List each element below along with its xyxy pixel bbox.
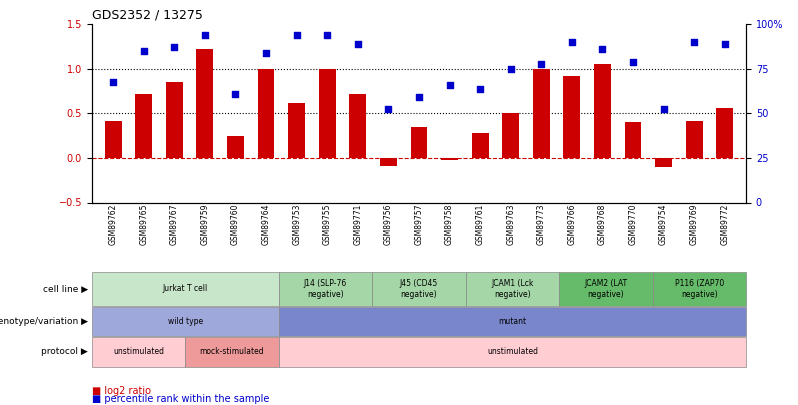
Bar — [92, 307, 279, 336]
Text: unstimulated: unstimulated — [487, 347, 538, 356]
Bar — [559, 272, 653, 306]
Text: J45 (CD45
negative): J45 (CD45 negative) — [400, 279, 438, 298]
Text: wild type: wild type — [168, 317, 203, 326]
Bar — [655, 158, 672, 167]
Point — [474, 86, 487, 93]
Bar — [563, 76, 580, 158]
Bar — [185, 337, 279, 367]
Bar — [533, 69, 550, 158]
Point — [626, 58, 639, 65]
Bar — [136, 94, 152, 158]
Text: JCAM1 (Lck
negative): JCAM1 (Lck negative) — [492, 279, 534, 298]
Text: JCAM2 (LAT
negative): JCAM2 (LAT negative) — [584, 279, 627, 298]
Bar — [279, 337, 746, 367]
Point — [290, 32, 303, 38]
Bar — [92, 272, 279, 306]
Bar — [166, 82, 183, 158]
Bar — [441, 158, 458, 160]
Point — [658, 106, 670, 112]
Bar — [472, 133, 488, 158]
Point — [566, 39, 579, 45]
Bar — [653, 272, 746, 306]
Point — [321, 32, 334, 38]
Point — [688, 39, 701, 45]
Point — [259, 49, 272, 56]
Bar — [105, 121, 121, 158]
Bar — [227, 136, 244, 158]
Bar — [594, 64, 610, 158]
Text: cell line ▶: cell line ▶ — [42, 284, 88, 294]
Point — [229, 91, 242, 97]
Bar — [258, 69, 275, 158]
Text: P116 (ZAP70
negative): P116 (ZAP70 negative) — [675, 279, 724, 298]
Text: mock-stimulated: mock-stimulated — [200, 347, 264, 356]
Bar — [502, 113, 519, 158]
Point — [413, 94, 425, 100]
Bar — [685, 121, 702, 158]
Point — [351, 40, 364, 47]
Point — [504, 66, 517, 72]
Point — [199, 32, 211, 38]
Bar — [350, 94, 366, 158]
Bar — [466, 272, 559, 306]
Bar — [717, 108, 733, 158]
Bar — [625, 122, 642, 158]
Bar — [279, 307, 746, 336]
Text: J14 (SLP-76
negative): J14 (SLP-76 negative) — [304, 279, 347, 298]
Point — [382, 106, 395, 112]
Point — [168, 43, 180, 50]
Point — [443, 82, 456, 88]
Text: ■ percentile rank within the sample: ■ percentile rank within the sample — [92, 394, 269, 404]
Point — [596, 46, 609, 53]
Bar — [196, 49, 213, 158]
Text: genotype/variation ▶: genotype/variation ▶ — [0, 317, 88, 326]
Text: unstimulated: unstimulated — [113, 347, 164, 356]
Bar — [319, 69, 336, 158]
Point — [107, 79, 120, 85]
Point — [718, 40, 731, 47]
Point — [137, 48, 150, 54]
Point — [535, 61, 547, 68]
Bar — [380, 158, 397, 166]
Bar — [372, 272, 466, 306]
Text: Jurkat T cell: Jurkat T cell — [163, 284, 207, 294]
Text: protocol ▶: protocol ▶ — [41, 347, 88, 356]
Text: ■ log2 ratio: ■ log2 ratio — [92, 386, 151, 396]
Bar — [288, 103, 305, 158]
Text: mutant: mutant — [499, 317, 527, 326]
Bar — [92, 337, 185, 367]
Text: GDS2352 / 13275: GDS2352 / 13275 — [92, 9, 203, 22]
Bar — [410, 127, 428, 158]
Bar — [279, 272, 372, 306]
